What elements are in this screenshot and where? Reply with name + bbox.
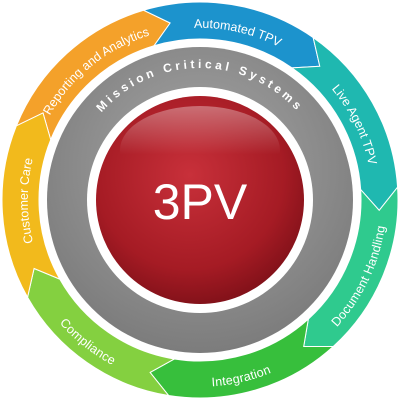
segment-label-customer-care: Customer Care	[17, 156, 36, 245]
center-highlight	[120, 106, 280, 194]
segment-customer-care	[1, 112, 61, 299]
center-label: 3PV	[153, 174, 248, 230]
